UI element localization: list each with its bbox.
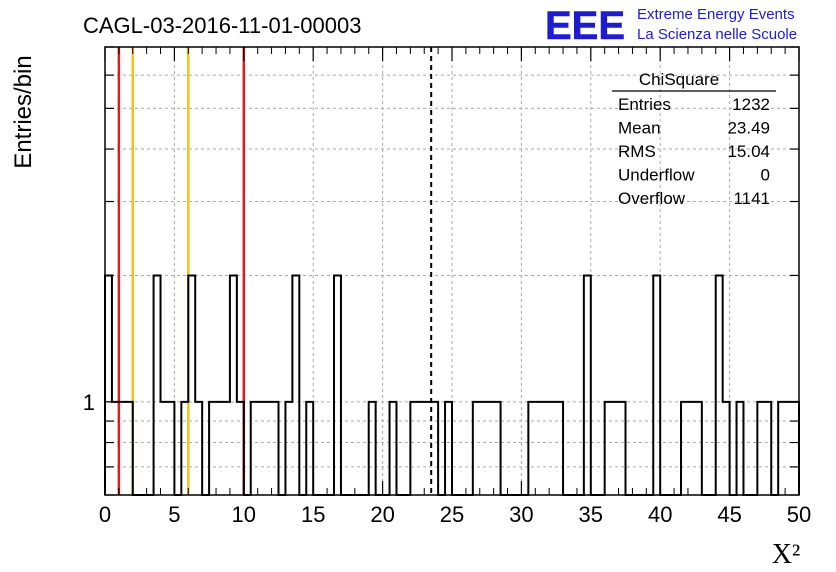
axis-ticks: 0 5 10 15 20 25 30 35 40 45 50 1: [83, 46, 811, 527]
x-tick-label: 50: [787, 502, 811, 527]
y-tick-label: 1: [83, 390, 95, 415]
stats-row-value: 1141: [733, 189, 770, 208]
stats-row-label: RMS: [618, 142, 656, 161]
x-tick-label: 25: [440, 502, 464, 527]
x-tick-label: 30: [509, 502, 533, 527]
eee-logo: EEE Extreme Energy Events La Scienza nel…: [545, 4, 797, 49]
x-tick-label: 15: [301, 502, 325, 527]
stats-row-label: Underflow: [618, 166, 695, 185]
y-axis-label: Entries/bin: [10, 55, 37, 168]
eee-logo-mark: EEE: [545, 4, 625, 48]
x-tick-label: 0: [99, 502, 111, 527]
stats-row-value: 23.49: [727, 119, 770, 138]
stats-row-label: Entries: [618, 95, 671, 114]
logo-line-2: La Scienza nelle Scuole: [637, 26, 797, 43]
x-tick-label: 35: [579, 502, 603, 527]
x-tick-label: 40: [648, 502, 672, 527]
stats-box: ChiSquare Entries 1232 Mean 23.49 RMS 15.04 Un…: [612, 70, 776, 208]
logo-line-1: Extreme Energy Events: [637, 6, 795, 23]
x-tick-label: 10: [232, 502, 256, 527]
x-axis-label: X²: [772, 539, 801, 570]
x-tick-label: 20: [370, 502, 394, 527]
stats-row-value: 1232: [732, 95, 770, 114]
x-tick-label: 5: [168, 502, 180, 527]
stats-row-label: Overflow: [618, 189, 686, 208]
stats-title: ChiSquare: [639, 70, 719, 89]
stats-row-label: Mean: [618, 119, 661, 138]
stats-row-value: 15.04: [727, 142, 770, 161]
x-tick-label: 45: [717, 502, 741, 527]
histogram-outline: [104, 274, 800, 496]
stats-row-value: 0: [761, 166, 770, 185]
chart-title: CAGL-03-2016-11-01-00003: [83, 13, 361, 38]
